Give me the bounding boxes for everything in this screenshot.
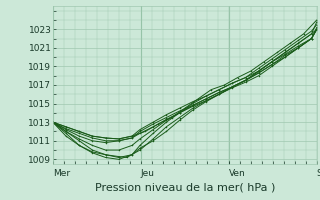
X-axis label: Pression niveau de la mer( hPa ): Pression niveau de la mer( hPa ): [95, 182, 275, 192]
